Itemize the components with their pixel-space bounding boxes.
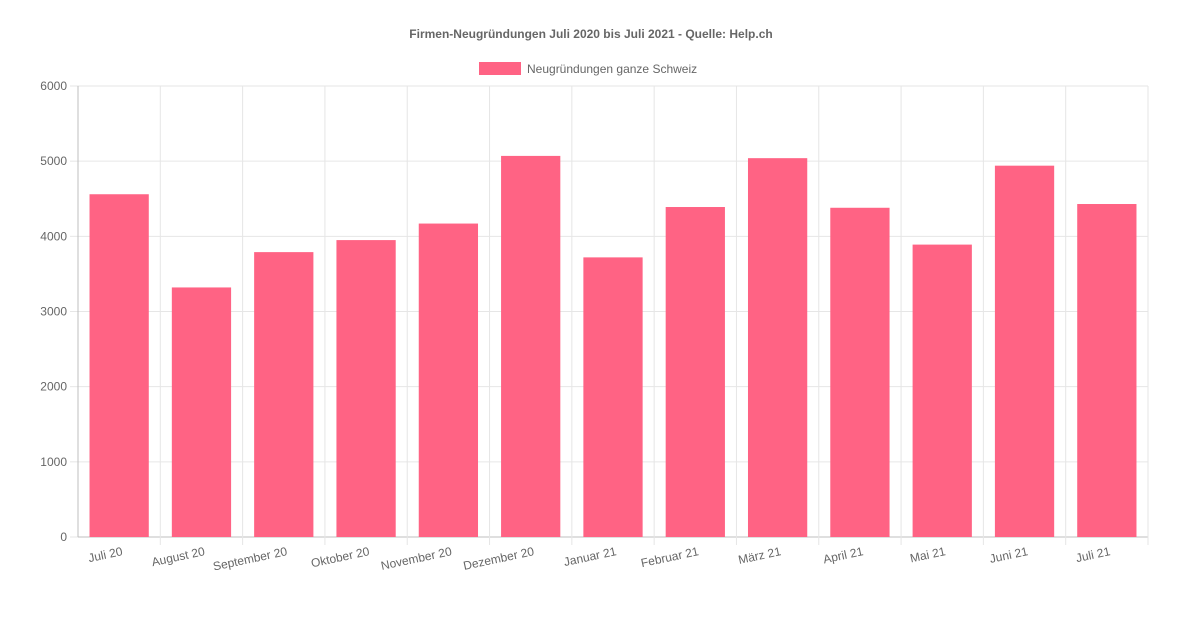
chart-title: Firmen-Neugründungen Juli 2020 bis Juli … [409, 27, 772, 41]
bar[interactable] [501, 155, 561, 537]
bar[interactable] [254, 252, 314, 537]
x-tick-label: Dezember 20 [462, 544, 536, 573]
bar[interactable] [583, 257, 643, 537]
x-tick-label: Februar 21 [640, 544, 701, 570]
x-tick-label: Juni 21 [988, 544, 1029, 566]
bar[interactable] [830, 207, 890, 537]
bar[interactable] [747, 158, 808, 537]
bars [89, 155, 1137, 538]
legend[interactable]: Neugründungen ganze Schweiz [479, 62, 697, 76]
bar[interactable] [1077, 204, 1137, 538]
x-tick-label: Juli 21 [1075, 544, 1112, 565]
x-tick-label: September 20 [212, 544, 289, 573]
x-tick-label: März 21 [737, 544, 783, 567]
y-tick-label: 4000 [40, 229, 67, 243]
x-tick-label: August 20 [150, 544, 206, 569]
legend-swatch [479, 62, 521, 75]
bar[interactable] [336, 240, 396, 537]
x-tick-label: November 20 [380, 544, 454, 573]
bar[interactable] [418, 223, 479, 537]
x-tick-label: Januar 21 [563, 544, 618, 569]
y-tick-label: 0 [60, 530, 67, 544]
y-tick-label: 6000 [40, 79, 67, 93]
y-tick-label: 5000 [40, 154, 67, 168]
legend-label: Neugründungen ganze Schweiz [527, 62, 697, 76]
x-tick-label: Oktober 20 [310, 544, 371, 570]
bar[interactable] [665, 207, 725, 538]
x-tick-label: Mai 21 [909, 544, 947, 565]
y-tick-label: 1000 [40, 455, 67, 469]
x-tick-label: April 21 [822, 544, 865, 566]
y-tick-label: 3000 [40, 305, 67, 319]
bar[interactable] [912, 244, 972, 537]
x-tick-label: Juli 20 [87, 544, 124, 565]
bar[interactable] [994, 165, 1055, 537]
bar[interactable] [89, 194, 149, 538]
y-tick-label: 2000 [40, 380, 67, 394]
bar[interactable] [171, 287, 232, 537]
